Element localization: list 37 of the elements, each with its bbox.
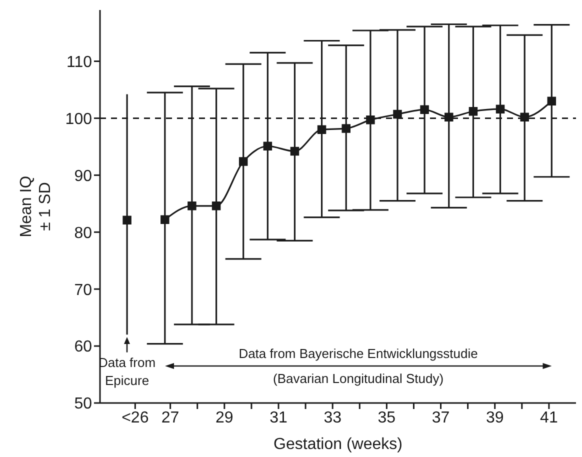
point [496,104,505,114]
y-axis-title: Mean IQ ± 1 SD [18,176,54,238]
point [520,112,529,122]
x-tick-label: 41 [540,409,558,426]
point [342,124,350,133]
x-tick-label: 33 [324,409,342,426]
y-tick-label: 100 [65,110,92,128]
x-tick-label: 31 [270,409,288,426]
x-tick-label: 35 [378,409,396,426]
annotation: Data from Bayerische Entwicklungsstudie [238,346,479,361]
point [188,202,196,210]
point [122,216,132,225]
point [393,110,402,119]
annotation: (Bavarian Longitudinal Study) [272,371,445,386]
x-tick-label: 39 [486,409,504,426]
y-tick-label: 110 [66,54,92,71]
point [212,202,221,210]
y-tick-label: 50 [74,396,92,413]
point [160,215,170,224]
point [366,116,375,124]
x-tick-label: 37 [432,409,450,426]
point [444,112,454,122]
x-tick-label: 29 [216,409,234,426]
y-tick-label: 70 [74,282,92,299]
x-axis-title: Gestation (weeks) [274,436,402,453]
point [238,157,248,166]
point [547,96,556,106]
x-tick-label: 27 [161,409,180,426]
y-tick-label: 90 [74,168,92,185]
point [468,107,478,116]
point [290,146,300,156]
point [420,105,429,114]
point [317,125,326,134]
x-tick-label: <26 [122,409,149,426]
point [263,142,272,150]
y-tick-label: 80 [74,224,92,242]
y-tick-label: 60 [74,338,92,356]
